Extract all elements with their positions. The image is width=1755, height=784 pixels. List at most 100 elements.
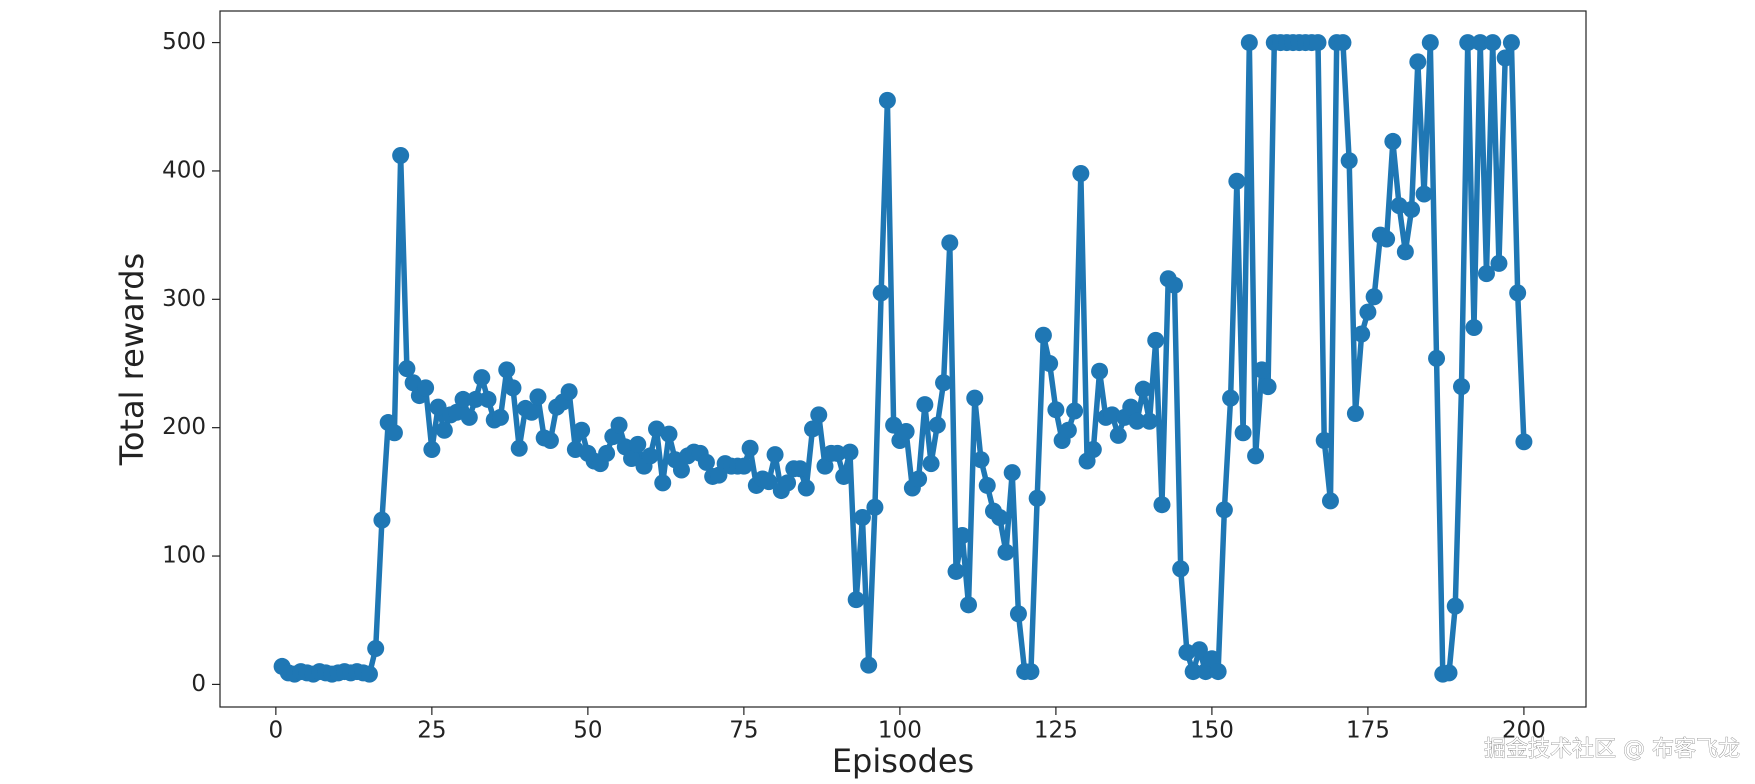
data-point [573,421,591,439]
data-point [1259,378,1277,396]
data-point [1365,288,1383,306]
data-point [947,562,965,580]
data-point [1215,501,1233,519]
x-tick-label: 200 [1502,718,1546,744]
data-point [1340,152,1358,170]
data-point [1253,361,1271,379]
data-point [1428,349,1446,367]
data-point [1197,663,1215,681]
data-point [966,389,984,407]
data-point [860,656,878,674]
data-point [1041,354,1059,372]
x-tick-label: 25 [417,718,446,744]
data-point [429,398,447,416]
data-point [1003,464,1021,482]
data-point [360,665,378,683]
x-axis-label: Episodes [832,742,974,780]
data-point [1415,185,1433,203]
data-point [598,444,616,462]
data-point [828,444,846,462]
data-point [916,396,934,414]
data-point [423,440,441,458]
data-point [1172,560,1190,578]
data-point [1403,200,1421,218]
y-axis-label: Total rewards [113,253,151,466]
data-point [1240,34,1258,52]
plot-frame [219,10,1587,708]
data-point [1440,664,1458,682]
data-point [816,457,834,475]
x-tick-label: 150 [1190,718,1234,744]
data-point [804,420,822,438]
data-point [1140,412,1158,430]
data-point [1484,34,1502,52]
data-point [479,390,497,408]
data-point [654,474,672,492]
data-point [760,473,778,491]
data-point [560,383,578,401]
data-point [779,474,797,492]
data-point [797,479,815,497]
data-point [935,374,953,392]
data-point [1072,165,1090,183]
data-point [510,439,528,457]
data-point [1453,378,1471,396]
data-point [641,447,659,465]
data-point [1147,331,1165,349]
data-point [1247,447,1265,465]
data-point [791,460,809,478]
data-point [991,509,1009,527]
data-point [610,416,628,434]
data-point [978,476,996,494]
y-tick-label: 300 [162,286,206,312]
x-tick-label: 75 [729,718,758,744]
data-point [941,234,959,252]
data-point [1346,405,1364,423]
data-point [1490,254,1508,272]
data-point [529,388,547,406]
data-point [1496,49,1514,67]
data-point [1190,641,1208,659]
data-point [1203,650,1221,668]
data-point [1471,34,1489,52]
data-point [1059,421,1077,439]
data-point [498,361,516,379]
data-point [385,424,403,442]
data-point [1134,380,1152,398]
data-point [1396,243,1414,261]
data-point [523,403,541,421]
data-point [697,453,715,471]
data-point [629,435,647,453]
data-point [972,451,990,469]
data-point [853,509,871,527]
data-point [1122,398,1140,416]
data-point [810,406,828,424]
data-point [1321,492,1339,510]
data-point [1465,319,1483,337]
data-point [541,432,559,450]
data-point [741,439,759,457]
data-point [492,408,510,426]
data-point [847,591,865,609]
data-point [1153,496,1171,514]
data-point [897,423,915,441]
data-point [467,390,485,408]
data-point [1228,172,1246,190]
data-point [460,408,478,426]
data-point [473,369,491,387]
data-point [835,467,853,485]
data-point [885,416,903,434]
data-point [841,443,859,461]
data-point [435,421,453,439]
data-point [1066,402,1084,420]
data-point [1165,276,1183,294]
data-point [672,461,690,479]
data-point [373,511,391,529]
x-tick-label: 175 [1346,718,1390,744]
data-point [866,498,884,516]
data-point [1359,303,1377,321]
data-point [504,379,522,397]
x-tick-label: 0 [269,718,284,744]
data-point [1022,663,1040,681]
data-point [1109,426,1127,444]
